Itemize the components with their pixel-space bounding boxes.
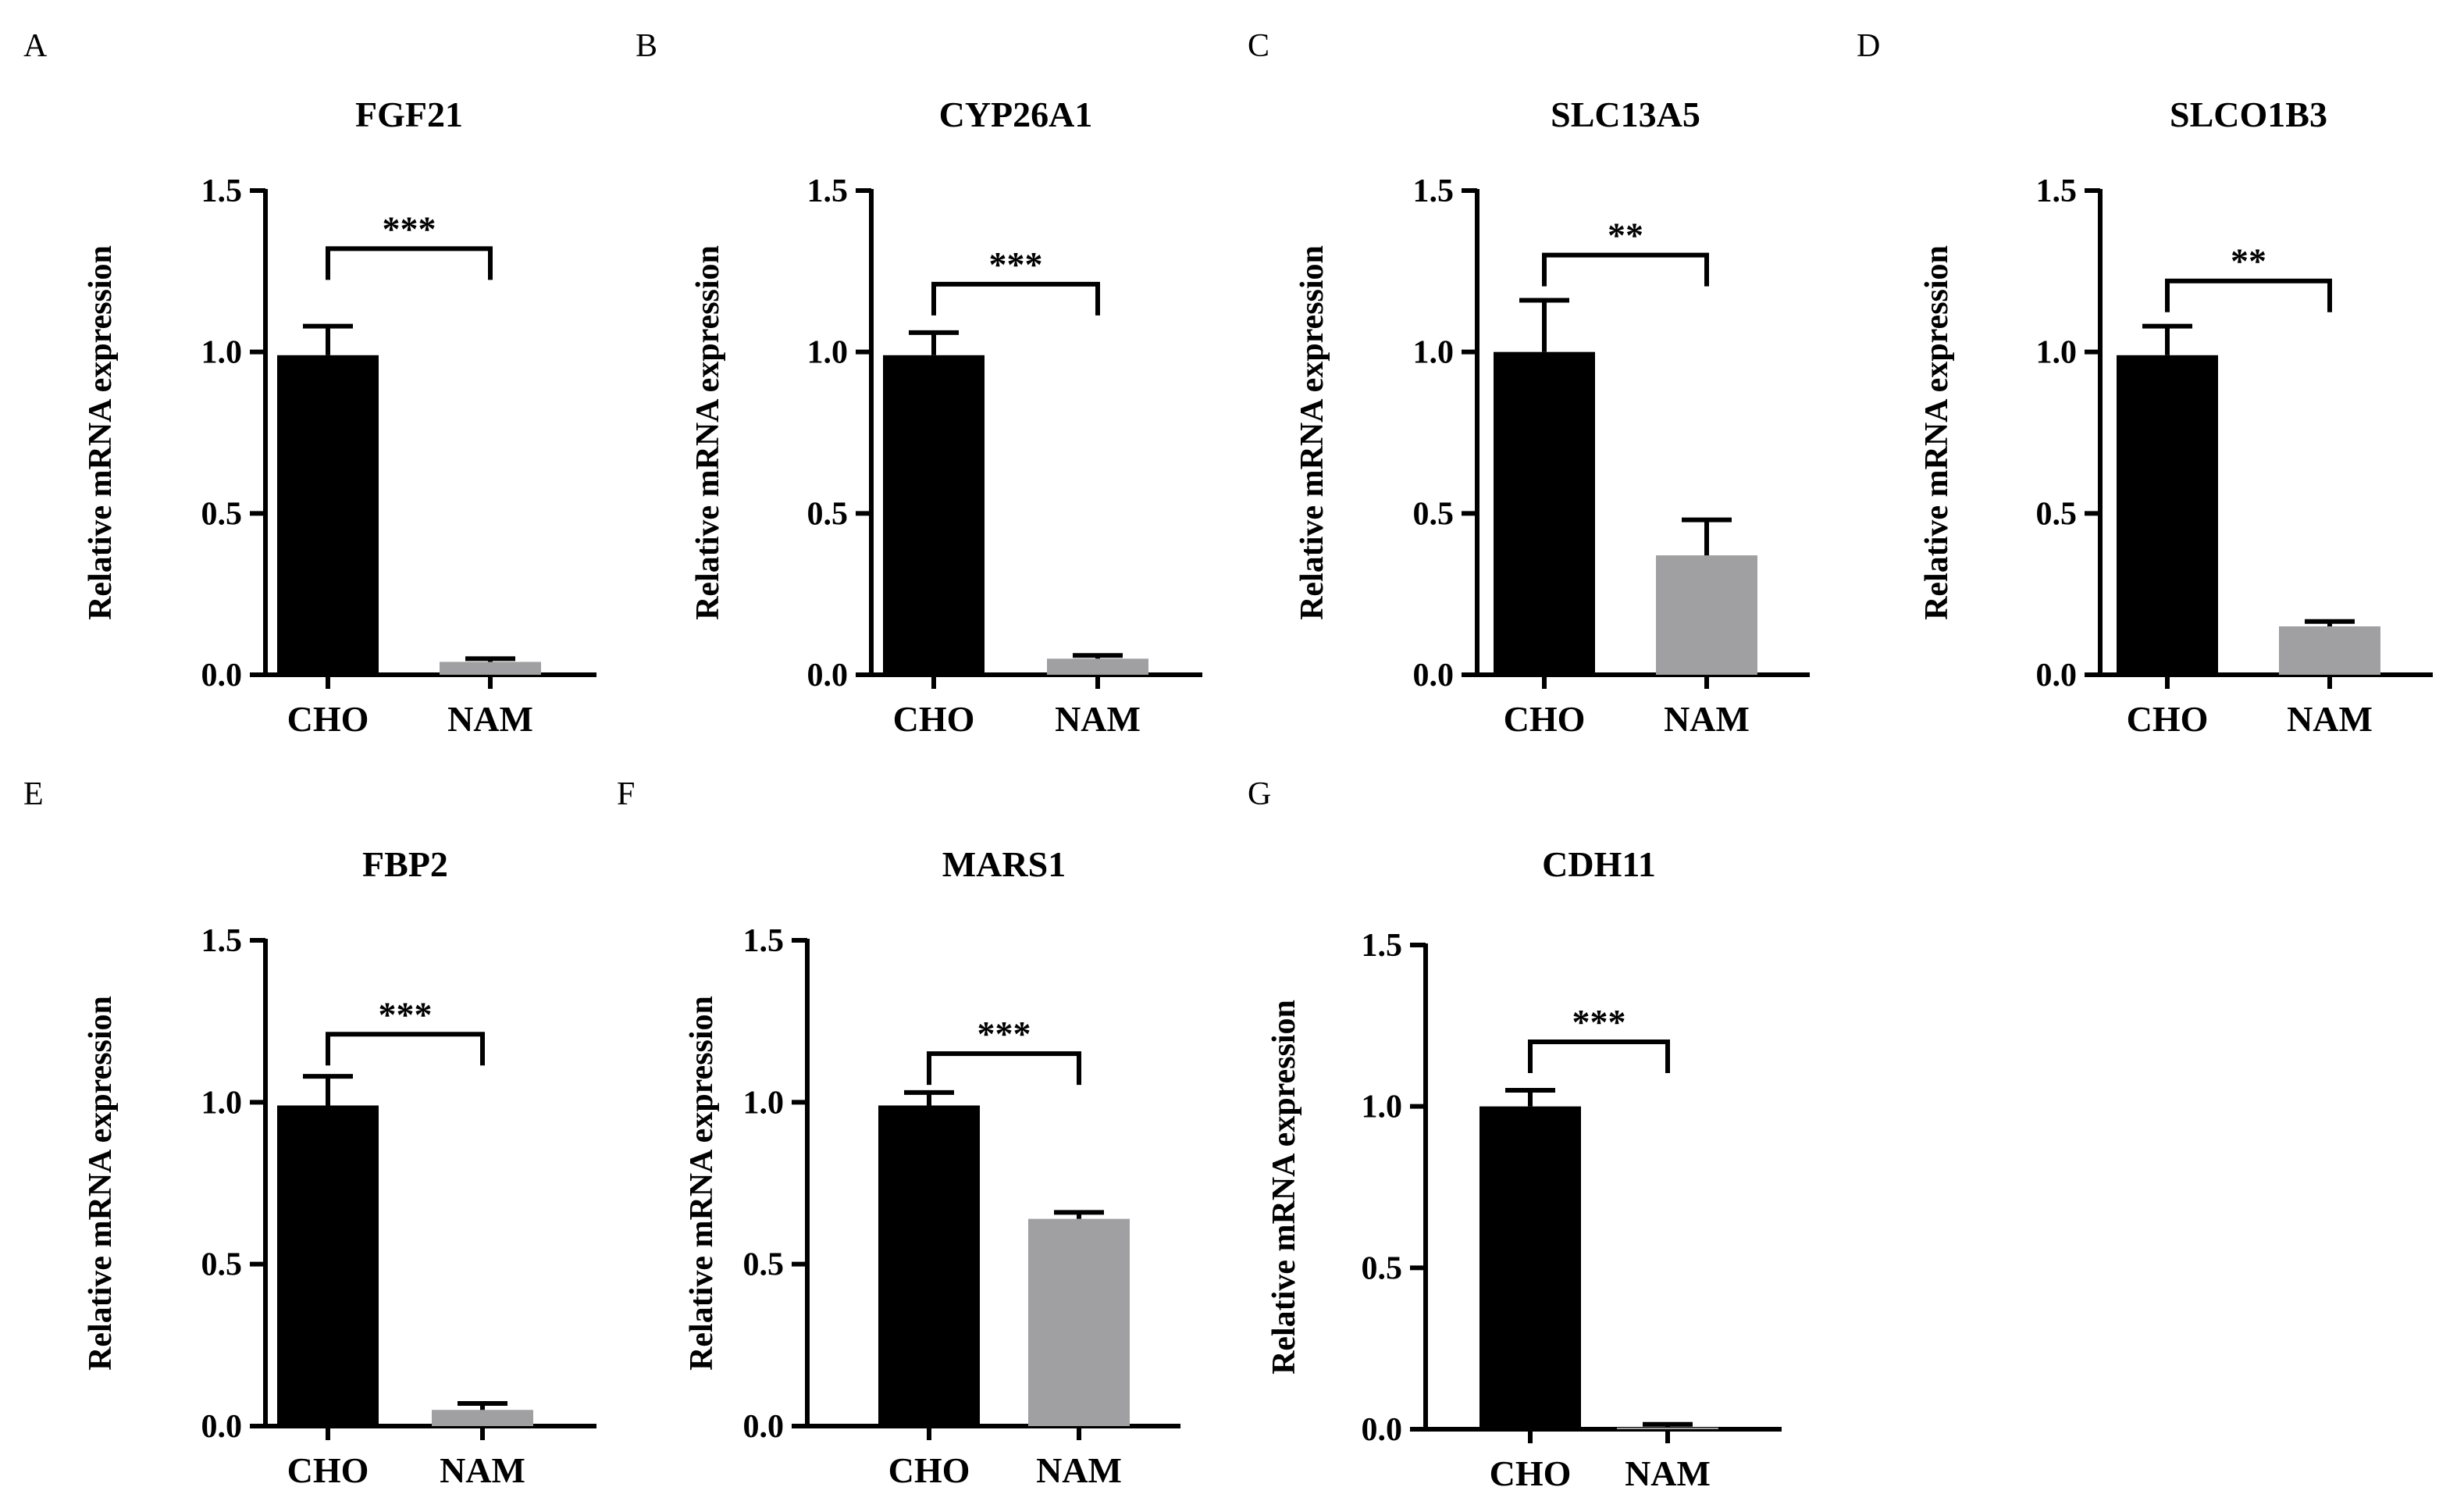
y-axis-label: Relative mRNA expression (1294, 245, 1330, 620)
x-tick-label: NAM (440, 1450, 525, 1490)
y-tick-label: 0.0 (2036, 658, 2078, 694)
x-tick-label: CHO (2127, 699, 2209, 739)
significance-label: *** (977, 1014, 1031, 1054)
chart-panel-g: G CDH11 Relative mRNA expression 0.0 0.5 1.0 1… (1248, 776, 1782, 1493)
significance-bracket (326, 246, 493, 280)
bar-nam (2279, 626, 2380, 675)
x-tick-label: CHO (287, 699, 369, 739)
y-tick-label: 0.5 (807, 496, 849, 532)
y-tick-label: 0.0 (201, 658, 243, 694)
x-tick-label: CHO (1504, 699, 1586, 739)
y-tick-label: 1.0 (807, 335, 849, 371)
bar-cho (277, 355, 379, 675)
panel-letter: G (1248, 776, 1271, 812)
chart-title: FBP2 (362, 844, 448, 884)
panel-letter: B (636, 28, 657, 64)
y-tick-label: 0.5 (743, 1247, 785, 1283)
significance-bracket (927, 1051, 1081, 1086)
significance-bracket (326, 1032, 485, 1066)
y-tick-label: 1.5 (807, 173, 849, 209)
x-tick-label: CHO (893, 699, 975, 739)
bar-nam (1047, 658, 1148, 675)
x-tick-label: NAM (1055, 699, 1141, 739)
panel-letter: A (23, 28, 48, 64)
chart-title: CDH11 (1542, 844, 1656, 884)
y-tick-label: 1.5 (1362, 928, 1403, 964)
chart-title: FGF21 (355, 94, 463, 134)
bar-cho (1494, 351, 1595, 675)
panel-letter: F (617, 776, 635, 812)
significance-label: *** (383, 209, 436, 248)
y-tick-label: 0.5 (2036, 496, 2078, 532)
y-tick-label: 0.0 (1413, 658, 1455, 694)
y-tick-label: 0.5 (1413, 496, 1455, 532)
bar-nam (432, 1410, 533, 1426)
y-tick-label: 0.0 (201, 1409, 243, 1445)
chart-title: SLCO1B3 (2170, 94, 2327, 134)
chart-panel-d: D SLCO1B3 Relative mRNA expression 0.0 0.5 1.… (1857, 28, 2433, 739)
y-tick-label: 0.0 (1362, 1412, 1403, 1448)
y-tick-label: 1.0 (2036, 335, 2078, 371)
y-axis-label: Relative mRNA expression (1266, 1000, 1302, 1375)
chart-title: CYP26A1 (939, 94, 1093, 134)
panel-letter: D (1857, 28, 1880, 64)
y-tick-label: 0.0 (743, 1409, 785, 1445)
y-tick-label: 1.0 (201, 335, 243, 371)
y-axis-label: Relative mRNA expression (1919, 245, 1955, 620)
chart-panel-a: A FGF21 Relative mRNA expression 0.0 0.5 1.0 1… (23, 28, 596, 739)
panel-letter: C (1248, 28, 1269, 64)
x-tick-label: NAM (1036, 1450, 1122, 1490)
panel-letter: E (23, 776, 44, 812)
y-tick-label: 0.0 (807, 658, 849, 694)
y-axis-label: Relative mRNA expression (684, 996, 720, 1371)
significance-label: *** (989, 244, 1043, 284)
chart-panel-b: B CYP26A1 Relative mRNA expression 0.0 0.5 1.… (636, 28, 1202, 739)
bar-cho (883, 355, 985, 675)
chart-panel-c: C SLC13A5 Relative mRNA expression 0.0 0.5 1.… (1248, 28, 1810, 739)
x-tick-label: CHO (1490, 1453, 1572, 1493)
chart-panel-f: F MARS1 Relative mRNA expression 0.0 0.5 1.0 1… (617, 776, 1180, 1490)
y-tick-label: 1.5 (201, 173, 243, 209)
chart-panel-e: E FBP2 Relative mRNA expression 0.0 0.5 1.0 1.… (23, 776, 596, 1490)
significance-label: ** (2231, 241, 2266, 281)
bar-nam (440, 662, 541, 675)
x-tick-label: NAM (447, 699, 533, 739)
bar-nam (1656, 555, 1757, 675)
bar-cho (1479, 1106, 1581, 1429)
y-axis-label: Relative mRNA expression (690, 245, 726, 620)
bar-nam (1617, 1427, 1718, 1429)
significance-label: *** (379, 994, 433, 1034)
x-tick-label: NAM (1664, 699, 1750, 739)
y-tick-label: 1.0 (201, 1085, 243, 1121)
x-tick-label: CHO (888, 1450, 970, 1490)
y-tick-label: 1.5 (2036, 173, 2078, 209)
y-tick-label: 1.0 (1413, 335, 1455, 371)
significance-bracket (931, 281, 1100, 316)
y-axis-label: Relative mRNA expression (83, 245, 119, 620)
y-tick-label: 1.5 (743, 923, 785, 959)
significance-bracket (1542, 252, 1709, 287)
x-tick-label: NAM (2287, 699, 2373, 739)
significance-bracket (2165, 278, 2332, 312)
y-tick-label: 1.0 (1362, 1089, 1403, 1125)
y-tick-label: 0.5 (1362, 1250, 1403, 1286)
bar-cho (277, 1105, 379, 1426)
bar-cho (878, 1105, 980, 1426)
y-axis-label: Relative mRNA expression (83, 996, 119, 1371)
x-tick-label: CHO (287, 1450, 369, 1490)
significance-label: *** (1572, 1002, 1626, 1042)
significance-label: ** (1608, 216, 1643, 255)
bar-cho (2117, 355, 2218, 675)
bar-nam (1028, 1218, 1130, 1426)
y-tick-label: 1.0 (743, 1085, 785, 1121)
x-tick-label: NAM (1625, 1453, 1711, 1493)
y-tick-label: 1.5 (1413, 173, 1455, 209)
y-tick-label: 0.5 (201, 496, 243, 532)
chart-title: SLC13A5 (1551, 94, 1700, 134)
y-tick-label: 0.5 (201, 1247, 243, 1283)
y-tick-label: 1.5 (201, 923, 243, 959)
chart-title: MARS1 (942, 844, 1066, 884)
significance-bracket (1528, 1040, 1670, 1073)
